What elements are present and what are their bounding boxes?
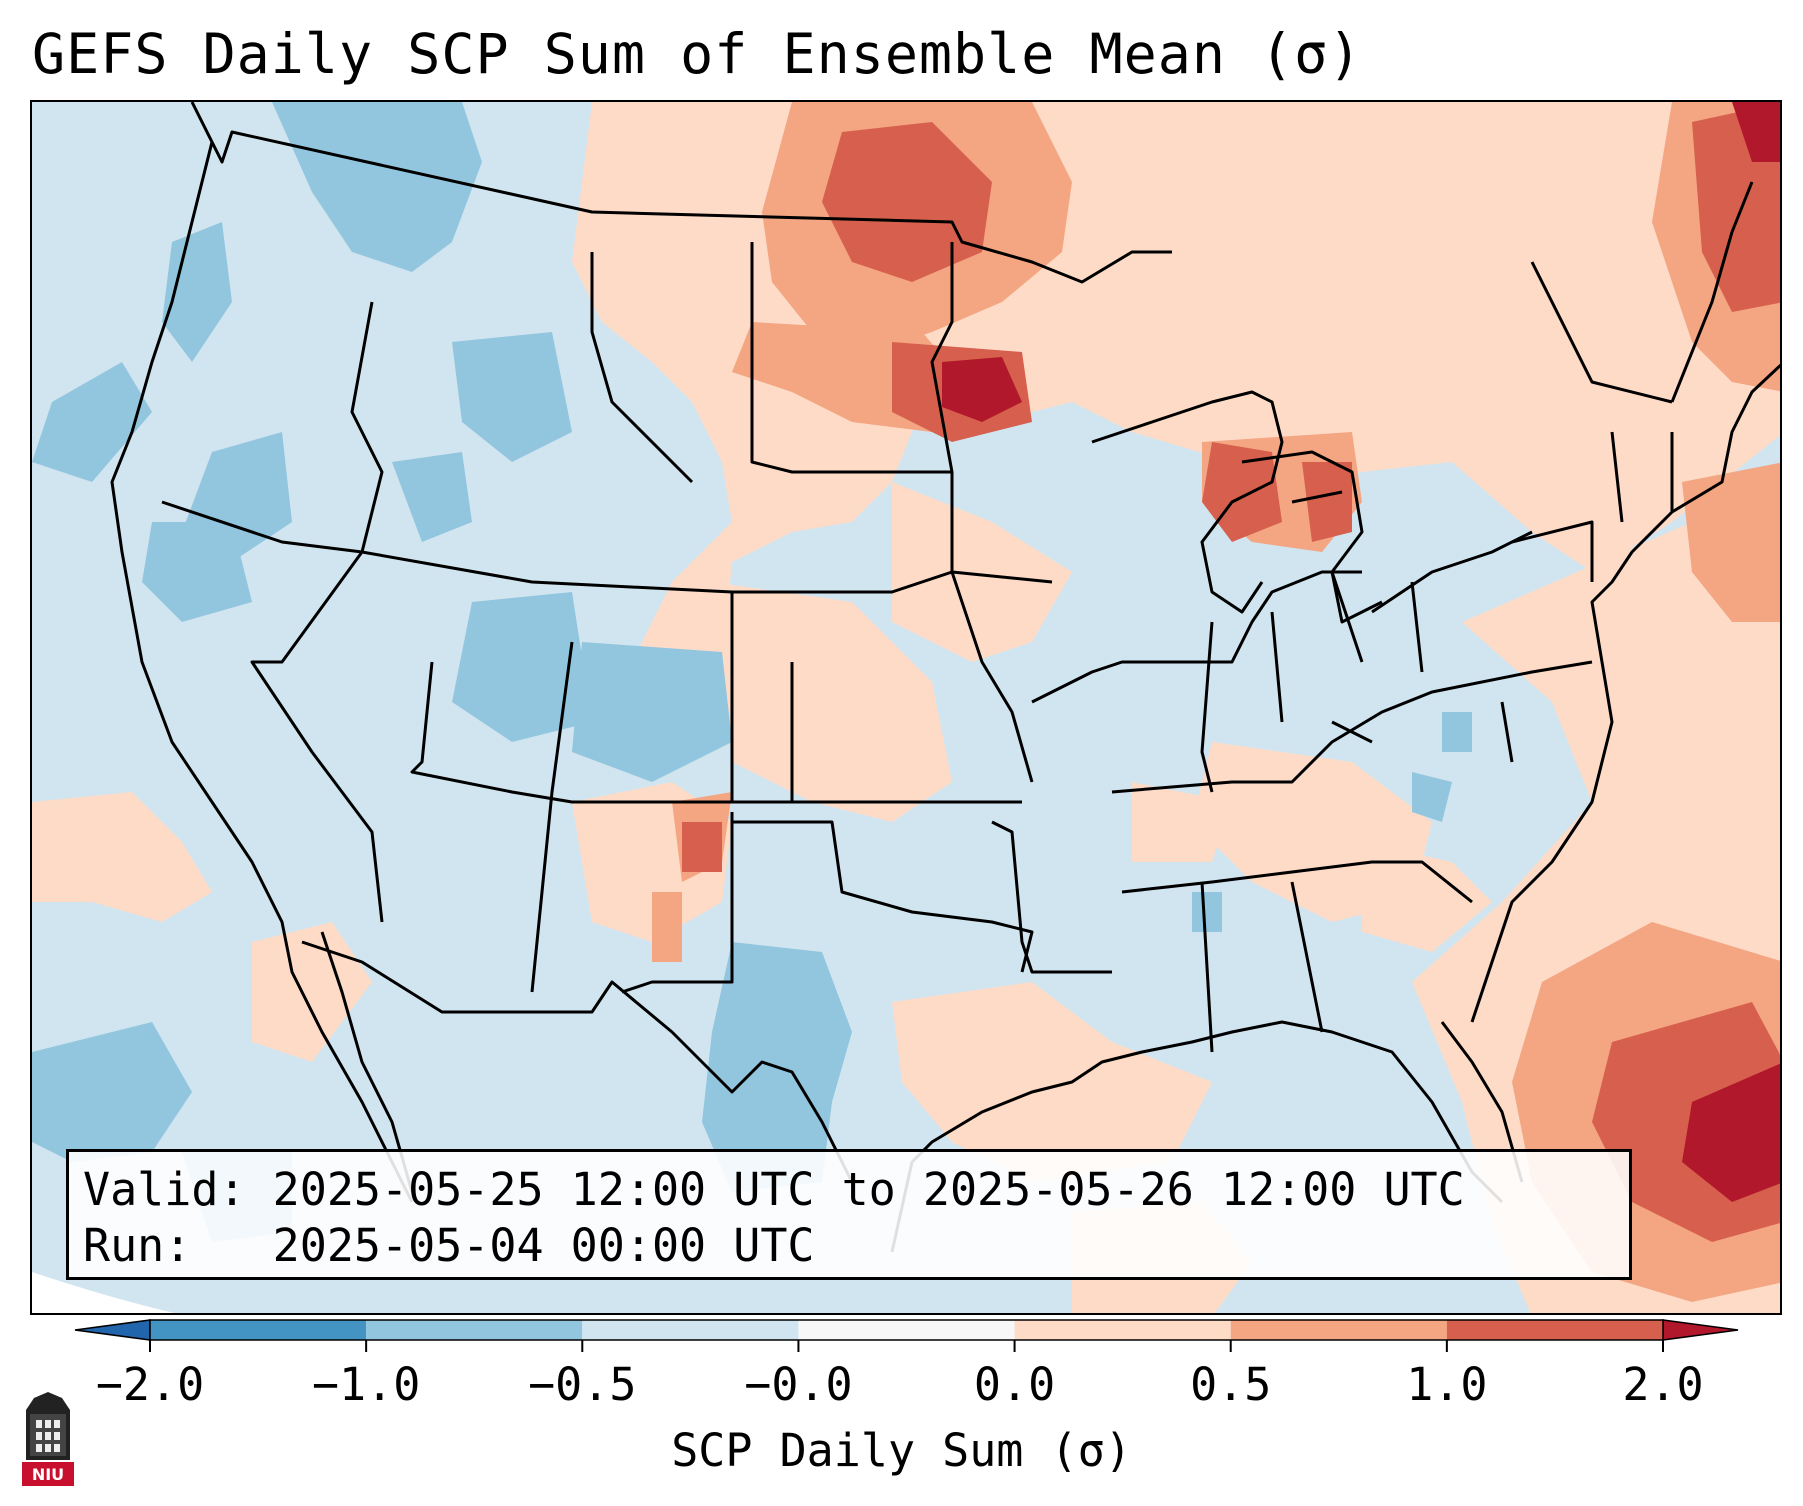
colorbar-label: SCP Daily Sum (σ)	[671, 1424, 1132, 1477]
valid-time-range: 2025-05-25 12:00 UTC to 2025-05-26 12:00…	[272, 1163, 1465, 1216]
colorbar-tick-label: 0.5	[1190, 1358, 1272, 1411]
valid-run-info-box: Valid: 2025-05-25 12:00 UTC to 2025-05-2…	[66, 1149, 1632, 1280]
colorbar-bin	[1446, 1320, 1663, 1340]
colorbar	[74, 1319, 1739, 1352]
colorbar-tick-label: −0.0	[744, 1358, 853, 1411]
map-panel	[30, 100, 1782, 1315]
colorbar-tick-marks	[149, 1340, 1664, 1352]
niu-logo-text: NIU	[32, 1465, 64, 1484]
colorbar-extend-high	[1662, 1319, 1739, 1341]
map-title: GEFS Daily SCP Sum of Ensemble Mean (σ)	[32, 22, 1363, 86]
projection-edge-left	[32, 1272, 175, 1313]
colorbar-bins	[74, 1319, 1739, 1341]
colorbar-bin	[1014, 1320, 1231, 1340]
colorbar-bin	[582, 1320, 799, 1340]
colorbar-tick-label: 2.0	[1622, 1358, 1704, 1411]
colorbar-tick-label: −2.0	[95, 1358, 205, 1411]
colorbar-bin	[150, 1320, 367, 1340]
valid-label: Valid:	[83, 1163, 246, 1216]
niu-university-logo-icon: NIU	[22, 1392, 74, 1486]
positive-anomaly-extreme-regions	[942, 102, 1780, 1202]
colorbar-bin	[1230, 1320, 1447, 1340]
colorbar-tick-label: −1.0	[311, 1358, 421, 1411]
colorbar-tick-label: −0.5	[528, 1358, 637, 1411]
colorbar-bin	[366, 1320, 583, 1340]
run-time: 2025-05-04 00:00 UTC	[272, 1219, 815, 1272]
colorbar-outline	[149, 1319, 1664, 1341]
colorbar-tick-label: 0.0	[973, 1358, 1056, 1411]
boundary-lines	[110, 102, 1780, 1253]
run-label: Run:	[83, 1219, 192, 1272]
colorbar-tick-label: 1.0	[1406, 1358, 1488, 1411]
scp-anomaly-map	[32, 102, 1780, 1313]
colorbar-extend-low	[74, 1319, 151, 1341]
colorbar-bin	[798, 1320, 1015, 1340]
